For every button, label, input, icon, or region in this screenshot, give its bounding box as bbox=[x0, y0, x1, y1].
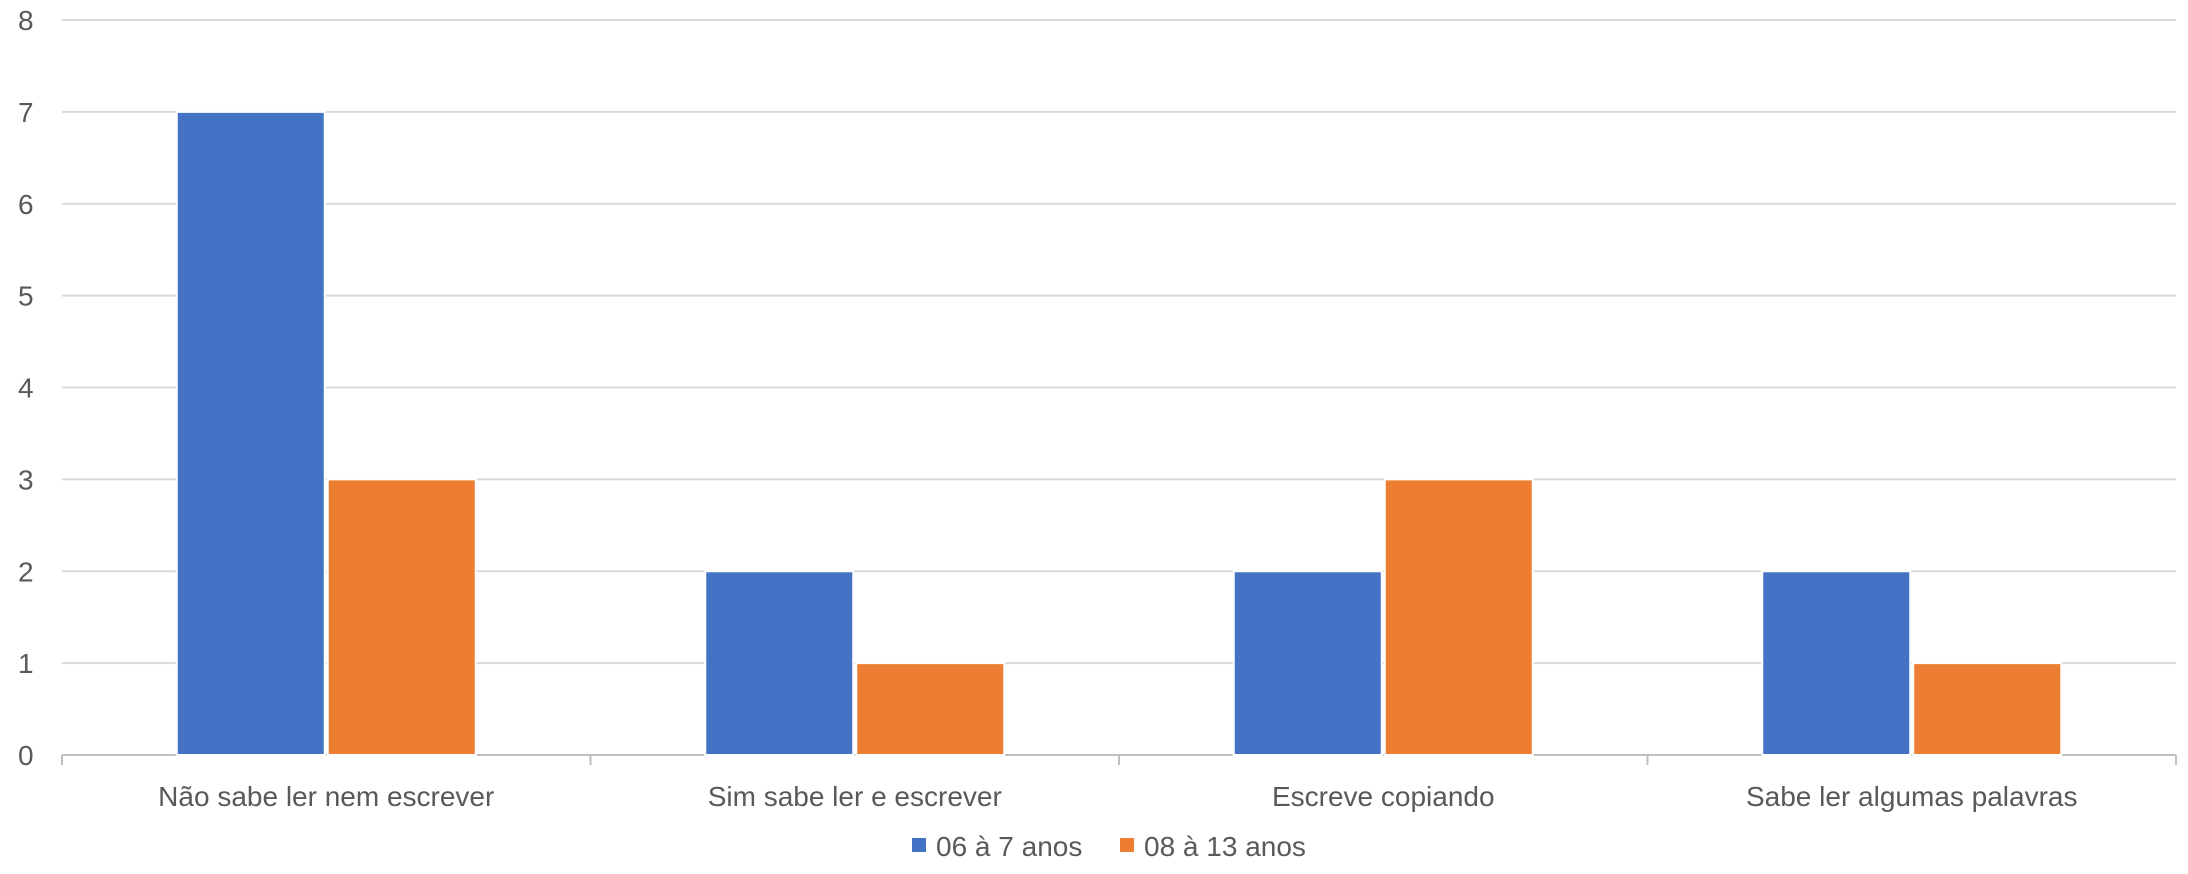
bar-series-2 bbox=[326, 478, 477, 756]
x-axis bbox=[61, 754, 2177, 765]
category-label: Escreve copiando bbox=[1272, 781, 1495, 812]
category-label: Sabe ler algumas palavras bbox=[1746, 781, 2078, 812]
legend-swatch bbox=[912, 838, 926, 852]
y-tick-label: 5 bbox=[18, 281, 34, 312]
category-labels: Não sabe ler nem escrever Sim sabe ler e … bbox=[158, 781, 2077, 812]
legend-swatch bbox=[1120, 838, 1134, 852]
category-label: Sim sabe ler e escrever bbox=[708, 781, 1002, 812]
bars bbox=[175, 110, 2063, 756]
bar-series-2 bbox=[1912, 662, 2063, 756]
y-tick-label: 2 bbox=[18, 556, 34, 587]
y-tick-label: 7 bbox=[18, 97, 34, 128]
legend-label: 08 à 13 anos bbox=[1144, 831, 1306, 862]
bar-series-1 bbox=[175, 110, 326, 756]
y-tick-label: 3 bbox=[18, 464, 34, 495]
legend: 06 à 7 anos 08 à 13 anos bbox=[912, 831, 1306, 862]
y-tick-label: 0 bbox=[18, 740, 34, 771]
y-tick-label: 1 bbox=[18, 648, 34, 679]
category-label: Não sabe ler nem escrever bbox=[158, 781, 494, 812]
y-axis-tick-labels: 0 1 2 3 4 5 6 7 8 bbox=[18, 5, 34, 771]
y-tick-label: 4 bbox=[18, 373, 34, 404]
y-tick-label: 6 bbox=[18, 189, 34, 220]
bar-series-2 bbox=[1383, 478, 1534, 756]
bar-series-1 bbox=[704, 570, 855, 756]
bar-series-2 bbox=[855, 662, 1006, 756]
bar-series-1 bbox=[1761, 570, 1912, 756]
legend-label: 06 à 7 anos bbox=[936, 831, 1082, 862]
y-tick-label: 8 bbox=[18, 5, 34, 36]
bar-series-1 bbox=[1232, 570, 1383, 756]
